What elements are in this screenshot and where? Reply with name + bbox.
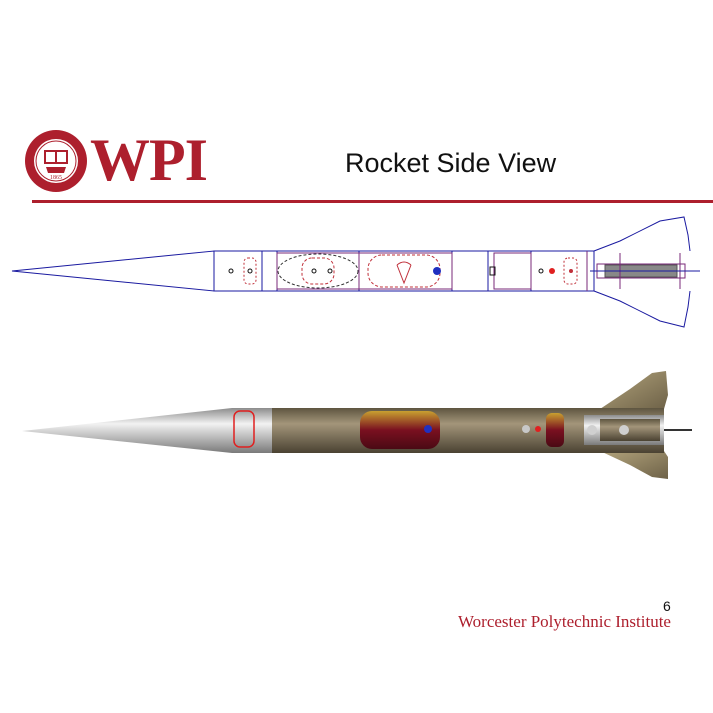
slide-title: Rocket Side View bbox=[345, 148, 557, 178]
rocket-rendered-model bbox=[22, 371, 692, 479]
wpi-logo-text: WPI bbox=[90, 127, 208, 193]
page-number: 6 bbox=[663, 598, 671, 614]
rocket-line-drawing bbox=[11, 216, 700, 328]
seal-year: 1865 bbox=[50, 175, 62, 181]
footer-institution: Worcester Polytechnic Institute bbox=[458, 612, 671, 631]
wpi-seal-icon: 1865 bbox=[25, 130, 87, 192]
title-divider bbox=[32, 200, 713, 203]
